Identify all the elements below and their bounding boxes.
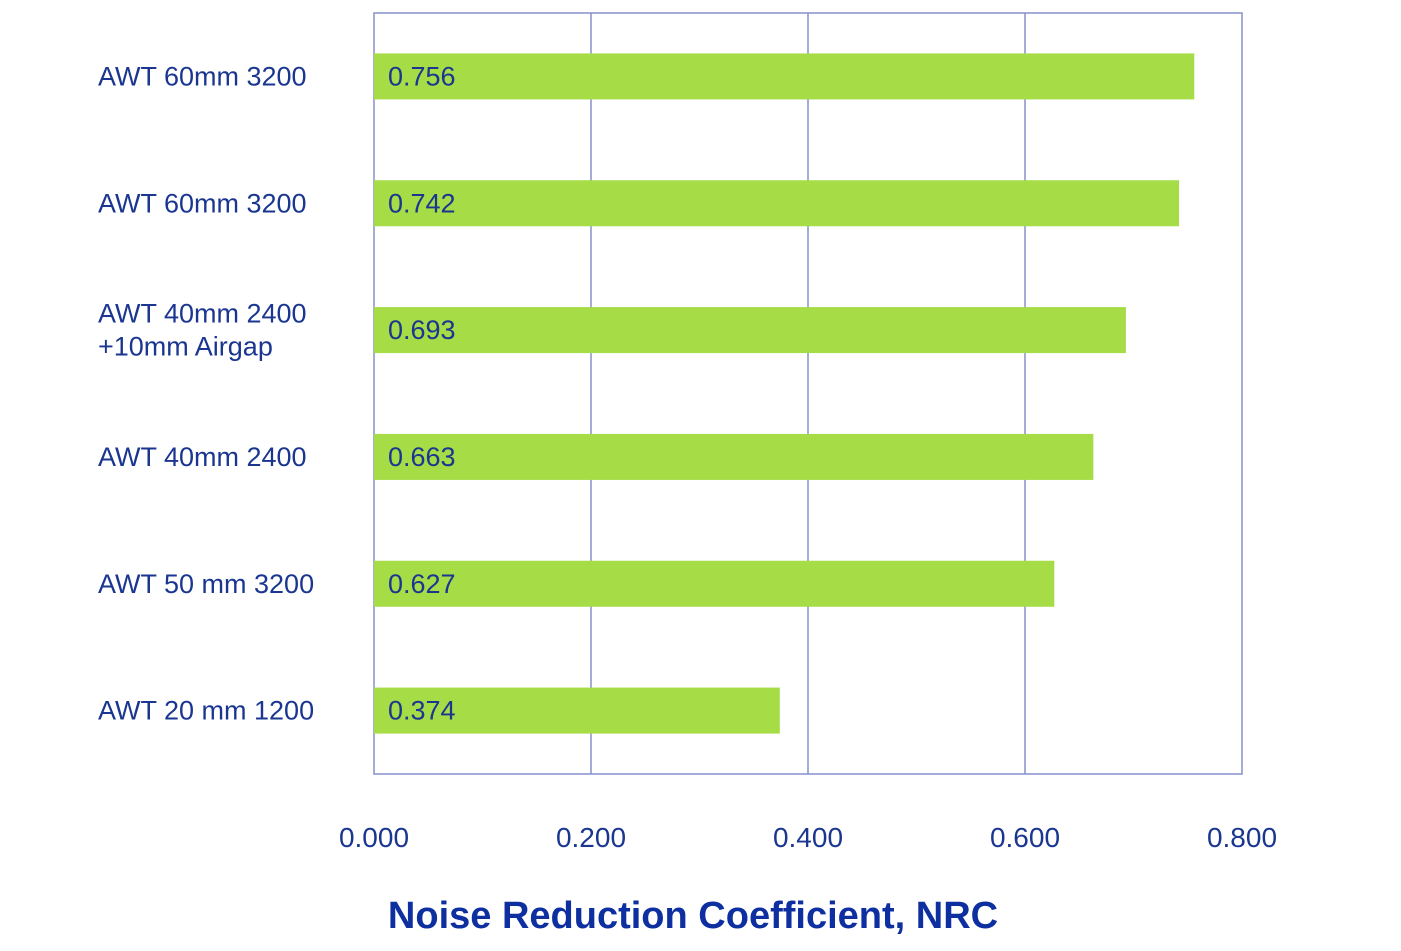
bar	[374, 433, 1094, 480]
bar-value-label: 0.693	[388, 315, 456, 345]
bar	[374, 307, 1126, 354]
bars-layer	[374, 53, 1195, 734]
x-tick-label: 0.200	[556, 822, 626, 853]
bar	[374, 53, 1195, 100]
x-tick-label: 0.000	[339, 822, 409, 853]
bar-value-label: 0.374	[388, 696, 456, 726]
x-tick-label: 0.800	[1207, 822, 1277, 853]
bar	[374, 180, 1180, 227]
category-label: AWT 50 mm 3200	[98, 569, 314, 599]
labels-layer: 0.000 0.200 0.400 0.600 0.800 0.756 AWT 60mm 3…	[98, 61, 1277, 853]
category-label: AWT 40mm 2400	[98, 442, 307, 472]
grid-layer	[373, 12, 1243, 775]
bar-value-label: 0.627	[388, 569, 456, 599]
bar	[374, 687, 780, 734]
bar-value-label: 0.756	[388, 61, 456, 91]
category-label: AWT 60mm 3200	[98, 61, 307, 91]
bar-value-label: 0.742	[388, 188, 456, 218]
category-label: AWT 60mm 3200	[98, 188, 307, 218]
x-axis-title: Noise Reduction Coefficient, NRC	[388, 895, 998, 937]
bar	[374, 560, 1055, 607]
x-tick-label: 0.600	[990, 822, 1060, 853]
category-label: AWT 40mm 2400 +10mm Airgap	[98, 299, 307, 362]
bar-value-label: 0.663	[388, 442, 456, 472]
x-tick-label: 0.400	[773, 822, 843, 853]
category-label: AWT 20 mm 1200	[98, 696, 314, 726]
